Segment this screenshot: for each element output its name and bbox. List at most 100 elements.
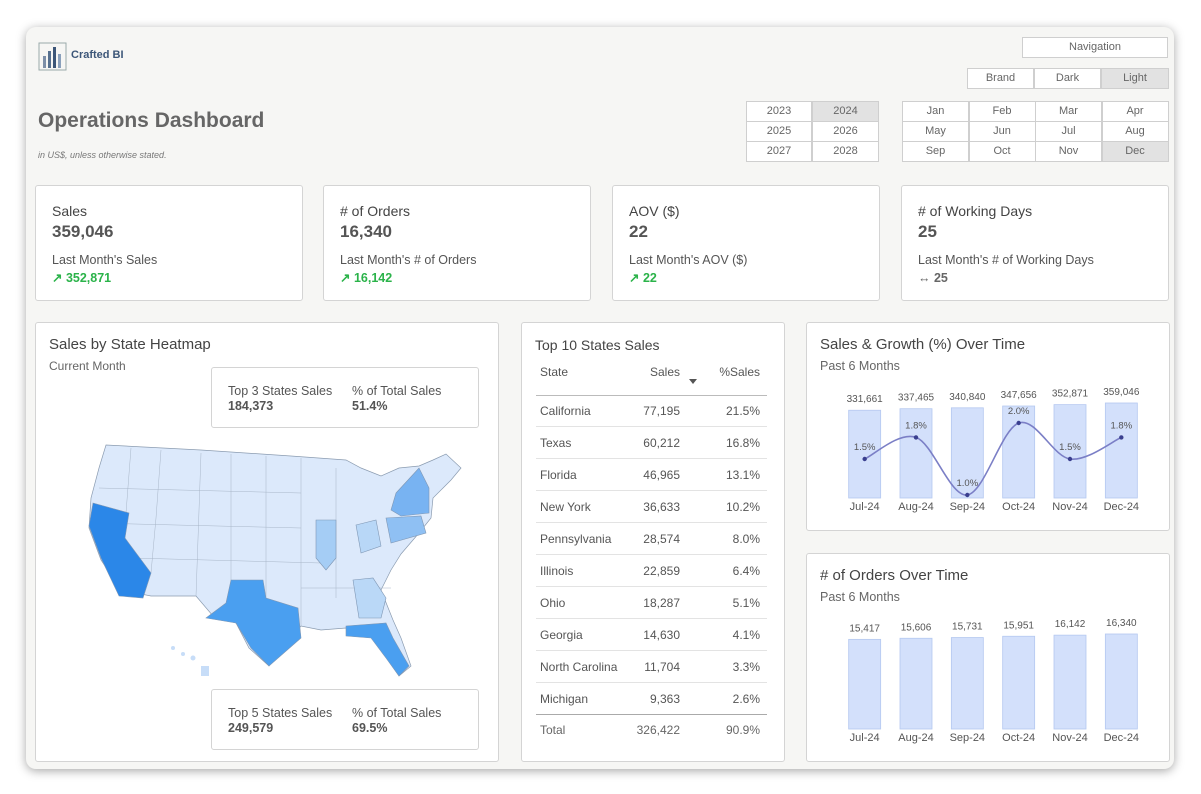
- us-map: [88, 444, 462, 677]
- month-button[interactable]: Sep: [902, 141, 969, 162]
- row-rule: [536, 522, 767, 523]
- month-button[interactable]: Aug: [1101, 121, 1169, 142]
- table-cell: 5.1%: [732, 596, 760, 610]
- kpi-value: 22: [629, 222, 648, 241]
- kpi-card: # of Orders 16,340 Last Month's # of Order…: [323, 185, 591, 301]
- x-tick-label: Sep-24: [950, 732, 985, 744]
- month-button[interactable]: Nov: [1035, 141, 1102, 162]
- page-subtitle: in US$, unless otherwise stated.: [38, 150, 167, 160]
- bar-value-label: 16,340: [1106, 618, 1137, 629]
- table-cell: Florida: [540, 468, 577, 482]
- table-cell: Michigan: [540, 692, 589, 706]
- kpi-previous-label: Last Month's AOV ($): [629, 253, 748, 267]
- year-button[interactable]: 2026: [812, 121, 879, 142]
- column-header: Sales: [649, 365, 680, 379]
- chart-card: Sales & Growth (%) Over Time Past 6 Month…: [806, 322, 1170, 531]
- state-ohio: [355, 519, 382, 554]
- total-cell: Total: [540, 723, 566, 737]
- total-cell: 326,422: [636, 723, 680, 737]
- column-header: %Sales: [719, 365, 760, 379]
- row-rule: [536, 426, 767, 427]
- theme-button[interactable]: Dark: [1034, 68, 1101, 89]
- chart-subtitle: Past 6 Months: [820, 590, 900, 604]
- bar-value-label: 15,731: [952, 622, 983, 633]
- card-title: Top 10 States Sales: [535, 337, 660, 353]
- growth-point: [1016, 420, 1021, 426]
- kpi-previous-label: Last Month's # of Working Days: [918, 253, 1094, 267]
- table-cell: 9,363: [649, 692, 680, 706]
- year-button[interactable]: 2023: [746, 101, 812, 122]
- bar-value-label: 352,871: [1052, 389, 1089, 400]
- bar: [848, 409, 882, 499]
- row-rule: [536, 586, 767, 587]
- bar: [1104, 633, 1138, 730]
- year-button[interactable]: 2027: [746, 141, 812, 162]
- table-cell: 13.1%: [725, 468, 760, 482]
- bar: [950, 637, 984, 730]
- table-cell: 21.5%: [725, 404, 760, 418]
- growth-label: 2.0%: [1008, 406, 1030, 417]
- table-cell: 6.4%: [732, 564, 760, 578]
- kpi-value: 16,340: [340, 222, 392, 241]
- state-texas: [205, 579, 302, 667]
- year-button[interactable]: 2024: [812, 101, 879, 122]
- kpi-value: 25: [918, 222, 937, 241]
- state-florida: [345, 622, 410, 677]
- bar-value-label: 15,951: [1003, 620, 1034, 631]
- chart: Jul-24 Aug-24 Sep-24 Oct-24 Nov-24 Dec-24 331,…: [847, 387, 1140, 513]
- bar: [1053, 634, 1087, 730]
- logo-icon: [38, 42, 67, 71]
- theme-button[interactable]: Light: [1101, 68, 1169, 89]
- year-button[interactable]: 2025: [746, 121, 812, 142]
- month-button[interactable]: Dec: [1101, 141, 1169, 162]
- kpi-label: # of Working Days: [918, 203, 1033, 219]
- month-button[interactable]: Feb: [968, 101, 1036, 122]
- bar: [1002, 405, 1036, 499]
- kpi-card: AOV ($) 22 Last Month's AOV ($) ↗ 22: [612, 185, 880, 301]
- year-button[interactable]: 2028: [812, 141, 879, 162]
- table-cell: 46,965: [643, 468, 680, 482]
- growth-label: 1.5%: [1059, 442, 1081, 453]
- bar: [1104, 402, 1138, 499]
- summary-box: Top 3 States Sales 184,373 % of Total Sale…: [211, 367, 479, 428]
- month-button[interactable]: Mar: [1035, 101, 1102, 122]
- table-cell: 16.8%: [725, 436, 760, 450]
- kpi-previous-label: Last Month's Sales: [52, 253, 158, 267]
- bar-value-label: 331,661: [847, 394, 884, 405]
- x-tick-label: Nov-24: [1052, 501, 1087, 513]
- bar: [848, 638, 882, 730]
- row-rule: [536, 554, 767, 555]
- state-illinois: [315, 519, 337, 571]
- state-georgia: [352, 577, 387, 619]
- logo-text: Crafted BI: [71, 49, 124, 61]
- x-tick-label: Dec-24: [1104, 501, 1139, 513]
- growth-point: [862, 456, 867, 462]
- table-cell: New York: [540, 500, 591, 514]
- month-button[interactable]: Apr: [1101, 101, 1169, 122]
- x-tick-label: Jul-24: [850, 501, 880, 513]
- month-button[interactable]: Oct: [968, 141, 1036, 162]
- kpi-previous-value: ↗ 352,871: [52, 271, 112, 285]
- navigation-button[interactable]: Navigation: [1022, 37, 1168, 58]
- row-rule: [536, 650, 767, 651]
- month-button[interactable]: Jul: [1035, 121, 1102, 142]
- month-button[interactable]: May: [902, 121, 969, 142]
- card-subtitle: Current Month: [49, 359, 126, 373]
- month-button[interactable]: Jan: [902, 101, 969, 122]
- kpi-value: 359,046: [52, 222, 114, 241]
- month-button[interactable]: Jun: [968, 121, 1036, 142]
- theme-button[interactable]: Brand: [967, 68, 1034, 89]
- state-new-york: [390, 467, 430, 517]
- state-pennsylvania: [385, 515, 427, 544]
- x-tick-label: Aug-24: [898, 732, 933, 744]
- table-cell: California: [540, 404, 591, 418]
- growth-point: [1119, 435, 1124, 440]
- summary-box: Top 5 States Sales 249,579 % of Total Sale…: [211, 689, 479, 750]
- table-cell: 4.1%: [732, 628, 760, 642]
- table-cell: Texas: [540, 436, 572, 450]
- growth-point: [1067, 456, 1073, 462]
- table-cell: 14,630: [643, 628, 680, 642]
- table-cell: 77,195: [643, 404, 680, 418]
- bar: [899, 408, 933, 499]
- column-header: State: [540, 365, 569, 379]
